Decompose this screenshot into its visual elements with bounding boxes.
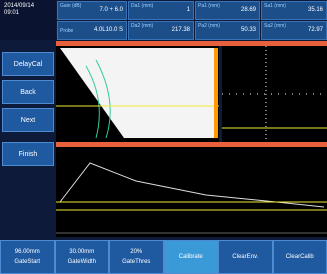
color-bar (214, 48, 218, 138)
screen: 2014/09/14 09:01 Gain (dB) 7.0 + 6.0 Pro… (0, 0, 327, 274)
gain-cell: Gain (dB) 7.0 + 6.0 (57, 1, 127, 20)
reading-label: Da1 (mm) (131, 3, 153, 9)
reading-label: Sa1 (mm) (264, 3, 286, 9)
button-label: Calibrate (179, 254, 203, 260)
reading-cell: Sa1 (mm) 35.16 (261, 1, 327, 20)
bottom-button[interactable]: 96.00mm GateStart (0, 240, 55, 274)
bottom-button[interactable]: ClearCalib (273, 240, 327, 274)
reading-label: Da2 (mm) (131, 23, 153, 29)
bottom-button[interactable]: 30.00mm GateWidth (55, 240, 110, 274)
reading-cell: Pa1 (mm) 28.69 (195, 1, 260, 20)
bottom-button[interactable]: Calibrate (164, 240, 219, 274)
probe-cell: Probe 4.0L10.0 S (57, 21, 127, 40)
button-label: GateThres (122, 259, 150, 265)
time: 09:01 (4, 10, 52, 16)
reading-cell: Da1 (mm) 1 (128, 1, 194, 20)
reading-value: 35.16 (308, 7, 323, 13)
button-value: 30.00mm (69, 249, 94, 255)
button-value: 20% (130, 249, 142, 255)
scan-views (56, 46, 327, 142)
reading-value: 217.38 (172, 27, 190, 33)
button-label: GateStart (14, 259, 40, 265)
reading-label: Pa1 (mm) (198, 3, 220, 9)
button-value: 96.00mm (15, 249, 40, 255)
reading-value: 1 (187, 7, 190, 13)
reading-value: 50.33 (241, 27, 256, 33)
probe-label: Probe (60, 28, 73, 34)
bottom-button[interactable]: 20% GateThres (109, 240, 164, 274)
reading-cell: Pa2 (mm) 50.33 (195, 21, 260, 40)
reading-cell: Sa2 (mm) 72.97 (261, 21, 327, 40)
clock: 2014/09/14 09:01 (0, 0, 56, 40)
bottom-button[interactable]: ClearEnv. (218, 240, 273, 274)
side-button[interactable]: Next (2, 108, 54, 132)
button-label: ClearCalib (286, 254, 314, 260)
side-button[interactable]: Back (2, 80, 54, 104)
button-label: GateWidth (68, 259, 96, 265)
side-button[interactable]: Finish (2, 142, 54, 166)
side-button[interactable]: DelayCal (2, 52, 54, 76)
a-scan-plot (56, 147, 327, 237)
reading-value: 72.97 (308, 27, 323, 33)
gain-value: 7.0 + 6.0 (99, 7, 123, 13)
reading-value: 28.69 (241, 7, 256, 13)
reading-label: Sa2 (mm) (264, 23, 286, 29)
probe-value: 4.0L10.0 S (94, 27, 123, 33)
button-label: ClearEnv. (232, 254, 258, 260)
reading-label: Pa2 (mm) (198, 23, 220, 29)
reading-cell: Da2 (mm) 217.38 (128, 21, 194, 40)
date: 2014/09/14 (4, 3, 52, 9)
gain-label: Gain (dB) (60, 3, 81, 9)
